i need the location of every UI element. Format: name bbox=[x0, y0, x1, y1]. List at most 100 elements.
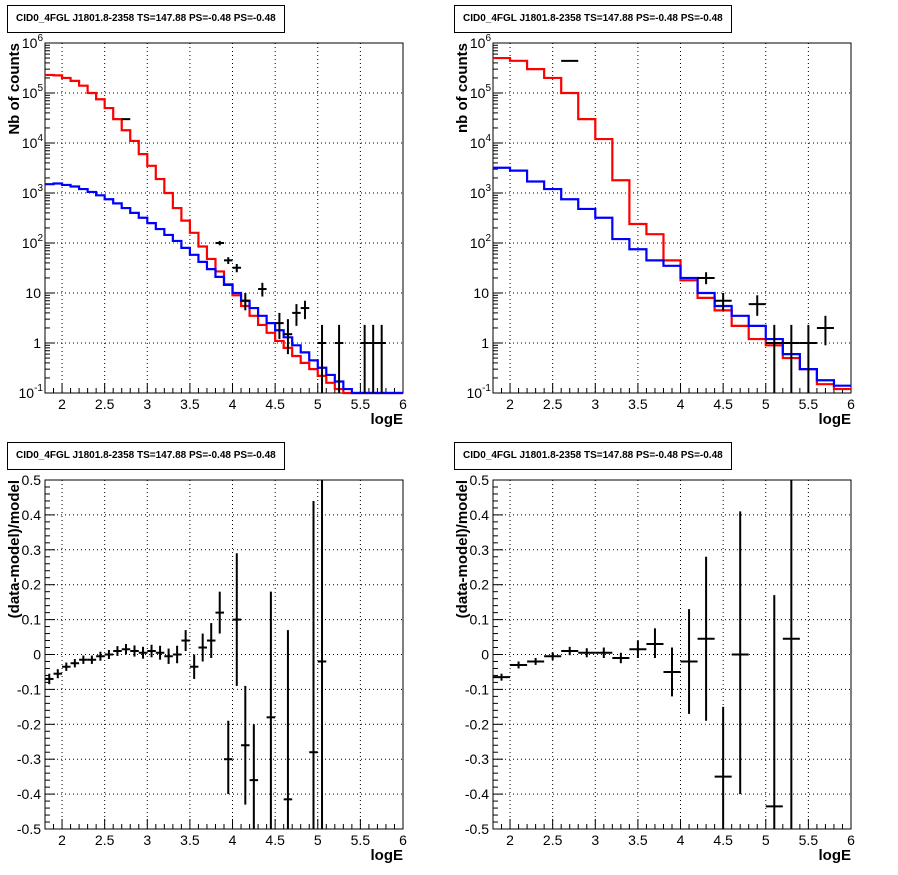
y-tick-label: 105 bbox=[22, 83, 44, 101]
chart-title: CID0_4FGL J1801.8-2358 TS=147.88 PS=-0.4… bbox=[454, 442, 732, 470]
data-point bbox=[360, 324, 369, 393]
x-tick-label: 4 bbox=[677, 396, 685, 412]
x-tick-label: 2 bbox=[58, 832, 66, 848]
data-point bbox=[309, 500, 318, 829]
data-point bbox=[53, 669, 63, 679]
series-line-red bbox=[493, 56, 851, 391]
data-point bbox=[663, 647, 681, 697]
x-tick-label: 5.5 bbox=[799, 396, 819, 412]
data-points bbox=[45, 480, 327, 829]
y-tick-label: 1 bbox=[33, 335, 41, 351]
data-point bbox=[714, 706, 732, 829]
data-point bbox=[172, 645, 182, 664]
x-axis-label: logE bbox=[819, 411, 852, 428]
data-point bbox=[87, 655, 97, 664]
series-line-blue bbox=[45, 182, 403, 395]
x-axis-label: logE bbox=[371, 411, 404, 428]
data-point bbox=[113, 646, 122, 656]
x-tick-label: 2 bbox=[58, 396, 66, 412]
data-point bbox=[334, 324, 344, 393]
data-point bbox=[224, 257, 233, 265]
y-tick-label: 104 bbox=[22, 133, 44, 151]
data-point bbox=[283, 630, 293, 829]
y-axis-label: (data-model)/model bbox=[6, 480, 23, 618]
data-point bbox=[198, 633, 207, 662]
data-point bbox=[680, 609, 698, 714]
data-point bbox=[266, 591, 276, 829]
y-tick-label: 0.3 bbox=[470, 542, 490, 558]
data-point bbox=[283, 319, 293, 355]
x-tick-label: 4.5 bbox=[713, 832, 733, 848]
series-line-red bbox=[45, 73, 403, 395]
x-tick-label: 3 bbox=[143, 832, 151, 848]
y-axis-label: (data-model)/model bbox=[454, 480, 471, 618]
y-tick-label: 102 bbox=[22, 233, 44, 251]
data-point bbox=[317, 324, 327, 393]
data-point bbox=[646, 628, 664, 658]
x-tick-label: 6 bbox=[399, 832, 407, 848]
chart-title: CID0_4FGL J1801.8-2358 TS=147.88 PS=-0.4… bbox=[7, 5, 285, 33]
y-tick-label: -0.2 bbox=[17, 716, 41, 732]
data-point bbox=[155, 645, 165, 660]
y-tick-label: 0 bbox=[33, 647, 41, 663]
data-point bbox=[232, 264, 242, 273]
y-axis: -0.5 -0.4 -0.3 -0.2 -0.1 0 0.1 0.2 0.3 0.4 0.5(dat… bbox=[6, 472, 55, 837]
x-tick-label: 5.5 bbox=[799, 832, 819, 848]
y-tick-label: 106 bbox=[470, 33, 492, 51]
data-point bbox=[241, 293, 250, 311]
x-tick-label: 4.5 bbox=[713, 396, 733, 412]
data-point bbox=[731, 511, 749, 795]
data-point bbox=[249, 724, 259, 829]
x-tick-label: 2.5 bbox=[543, 396, 563, 412]
y-tick-label: 10 bbox=[25, 285, 41, 301]
x-tick-label: 2.5 bbox=[95, 832, 115, 848]
chart-title: CID0_4FGL J1801.8-2358 TS=147.88 PS=-0.4… bbox=[7, 442, 285, 470]
x-tick-label: 5 bbox=[762, 396, 770, 412]
data-point bbox=[164, 648, 173, 664]
y-tick-label: 10 bbox=[473, 285, 489, 301]
y-tick-label: -0.1 bbox=[17, 681, 41, 697]
data-point bbox=[62, 662, 71, 671]
x-tick-label: 2.5 bbox=[543, 832, 563, 848]
x-axis-label: logE bbox=[371, 847, 404, 864]
y-tick-label: 104 bbox=[470, 133, 492, 151]
data-point bbox=[215, 591, 224, 634]
data-point bbox=[300, 300, 310, 320]
y-tick-label: -0.4 bbox=[465, 786, 489, 802]
y-tick-label: 10-1 bbox=[467, 383, 492, 401]
data-point bbox=[377, 324, 386, 393]
data-point bbox=[241, 685, 250, 805]
data-point bbox=[561, 59, 579, 62]
y-axis: -0.5 -0.4 -0.3 -0.2 -0.1 0 0.1 0.2 0.3 0.4 0.5(dat… bbox=[454, 472, 503, 837]
y-axis-label: nb of counts bbox=[454, 43, 471, 133]
data-point bbox=[765, 595, 783, 829]
data-point bbox=[258, 282, 267, 297]
data-point bbox=[104, 649, 114, 660]
data-point bbox=[782, 480, 800, 829]
x-tick-label: 4.5 bbox=[265, 832, 285, 848]
x-tick-label: 3.5 bbox=[628, 396, 648, 412]
data-point bbox=[799, 324, 817, 393]
x-tick-label: 2.5 bbox=[95, 396, 115, 412]
x-tick-label: 4 bbox=[229, 832, 237, 848]
y-tick-label: 106 bbox=[22, 33, 44, 51]
y-tick-label: 103 bbox=[470, 183, 492, 201]
data-point bbox=[292, 304, 301, 326]
data-point bbox=[510, 661, 528, 669]
x-tick-label: 5 bbox=[762, 832, 770, 848]
data-point bbox=[697, 556, 715, 721]
data-point bbox=[181, 630, 190, 652]
x-tick-label: 4 bbox=[229, 396, 237, 412]
data-point bbox=[130, 645, 139, 657]
y-tick-label: 0.4 bbox=[22, 507, 42, 523]
data-point bbox=[629, 640, 647, 658]
y-tick-label: -0.3 bbox=[465, 751, 489, 767]
data-point bbox=[544, 652, 562, 661]
